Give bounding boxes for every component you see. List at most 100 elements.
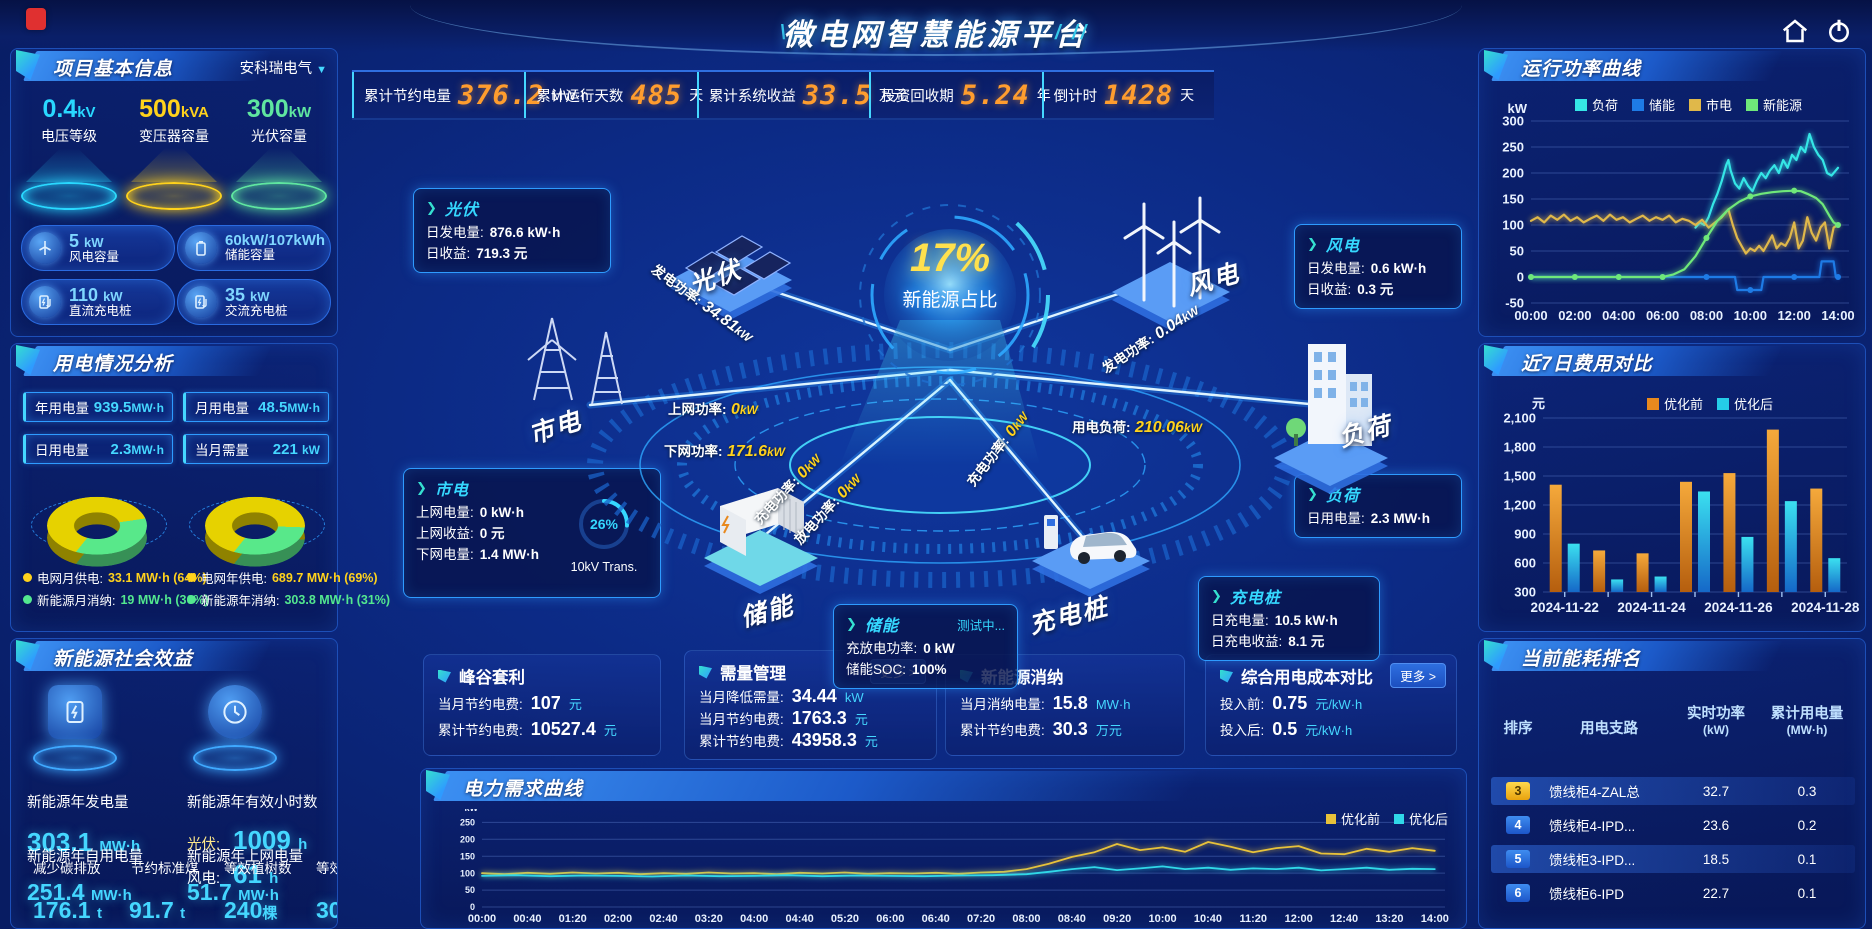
load-node-art xyxy=(1274,344,1388,494)
stat-month-consumption: 月用电量 48.5MW·h xyxy=(183,392,329,422)
panel-title: 用电情况分析 xyxy=(53,354,174,375)
svg-text:07:20: 07:20 xyxy=(967,913,995,925)
svg-text:06:00: 06:00 xyxy=(1646,308,1679,323)
panel-consumption: 用电情况分析 年用电量 939.5MW·h 月用电量 48.5MW·h 日用电量… xyxy=(10,343,390,632)
self-use-value: 251.4 MW·h xyxy=(27,879,132,905)
panel-title: 电力需求曲线 xyxy=(463,779,584,800)
svg-text:2,100: 2,100 xyxy=(1503,411,1536,426)
svg-text:元: 元 xyxy=(1532,396,1545,411)
page-title: 微电网智慧能源平台 xyxy=(783,19,1089,52)
kpi-value: 33.5 xyxy=(802,79,872,111)
gauge-label: 10kV Trans. xyxy=(570,560,638,574)
card-title: 峰谷套利 xyxy=(459,669,525,687)
svg-text:02:00: 02:00 xyxy=(604,913,632,925)
svg-text:200: 200 xyxy=(460,834,475,844)
legend-renewable-year: 新能源年消纳: 303.8 MW·h (31%) xyxy=(187,590,390,609)
kpi-unit: 天 xyxy=(689,87,704,103)
kpi-system-income: 累计系统收益 33.5 万元 xyxy=(696,72,907,118)
to-grid-label: 新能源年上网电量 xyxy=(187,849,303,865)
power-icon[interactable] xyxy=(1824,16,1854,46)
svg-text:2024-11-26: 2024-11-26 xyxy=(1704,600,1773,615)
rank-badge: 5 xyxy=(1506,850,1530,868)
panel-title: 运行功率曲线 xyxy=(1521,59,1642,80)
demand-chart: 0 50 100 150 200 250 kW 00:00 00:40 01:20 02:00 02:… xyxy=(460,809,1449,925)
coal-value: 91.7 t xyxy=(129,897,186,923)
charger-icon xyxy=(185,286,217,318)
more-button[interactable]: 更多 > xyxy=(1390,663,1446,688)
svg-text:300: 300 xyxy=(1514,585,1536,600)
stat-day-consumption: 日用电量 2.3MW·h xyxy=(23,434,173,464)
capsule-ac-charger: 35 kW 交流充电桩 xyxy=(177,279,331,325)
svg-text:12:00: 12:00 xyxy=(1285,913,1313,925)
svg-text:2024-11-22: 2024-11-22 xyxy=(1531,600,1599,615)
energy-flow-diagram xyxy=(527,195,1388,597)
kpi-unit: 天 xyxy=(1180,87,1195,103)
pv-energy-icon xyxy=(48,685,102,739)
svg-text:250: 250 xyxy=(1502,140,1524,155)
wind-info-box: ❯ 风电 日发电量: 0.6 kW·h 日收益: 0.3 元 xyxy=(1294,224,1462,309)
company-dropdown[interactable]: 安科瑞电气 ▼ xyxy=(240,57,327,78)
legend-item: 优化前 xyxy=(1325,809,1380,828)
self-use-label: 新能源年自用电量 xyxy=(27,849,143,865)
svg-text:50: 50 xyxy=(1510,244,1524,259)
svg-text:kW: kW xyxy=(1508,101,1528,116)
svg-text:06:00: 06:00 xyxy=(876,913,904,925)
svg-text:14:00: 14:00 xyxy=(1421,913,1449,925)
renewable-ratio: 17% 新能源占比 xyxy=(874,236,1026,312)
kpi-saved-energy: 累计节约电量 376.2 MW·h xyxy=(352,72,589,118)
coal-label: 节约标准煤 xyxy=(131,861,199,876)
svg-text:50: 50 xyxy=(465,885,475,895)
top-header xyxy=(0,0,1872,52)
donut-month-supply xyxy=(31,472,167,567)
pv-info-box: ❯ 光伏 日发电量: 876.6 kW·h 日收益: 719.3 元 xyxy=(413,188,611,273)
kpi-label: 累计系统收益 xyxy=(708,88,796,105)
gen-value: 303.1 MW·h xyxy=(27,827,141,857)
home-icon[interactable] xyxy=(1780,16,1810,46)
ranking-row[interactable]: 5 馈线柜3-IPD... 18.5 0.1 xyxy=(1491,845,1855,873)
svg-text:0: 0 xyxy=(1517,270,1524,285)
spot-pv-capacity: 300kW 光伏容量 xyxy=(229,95,329,210)
svg-text:0: 0 xyxy=(470,902,475,912)
kpi-run-days: 累计运行天数 485 天 xyxy=(524,72,703,118)
svg-text:1,200: 1,200 xyxy=(1503,498,1536,513)
wind-node-art xyxy=(1112,196,1230,330)
stat-year-consumption: 年用电量 939.5MW·h xyxy=(23,392,173,422)
title-right-decor: / // xyxy=(1055,22,1090,44)
ranking-row[interactable]: 3 馈线柜4-ZAL总 32.7 0.3 xyxy=(1491,777,1855,805)
legend-item: 储能 xyxy=(1632,95,1675,114)
kpi-countdown: 倒计时 1428 天 xyxy=(1041,72,1214,118)
svg-text:600: 600 xyxy=(1514,556,1536,571)
arrow-icon: ❯ xyxy=(1307,236,1318,251)
pv-hours-value: 1009 h xyxy=(233,825,308,855)
to-grid-value: 51.7 MW·h xyxy=(187,879,279,905)
svg-text:100: 100 xyxy=(460,868,475,878)
arrow-icon: ❯ xyxy=(1307,486,1318,501)
svg-text:kW: kW xyxy=(465,809,479,813)
stat-month-demand: 当月需量 221 kW xyxy=(183,434,329,464)
legend-item: 市电 xyxy=(1689,95,1732,114)
panel-title: 新能源社会效益 xyxy=(53,649,194,670)
kpi-value: 1428 xyxy=(1104,79,1174,111)
kpi-unit: 年 xyxy=(1036,87,1051,103)
co2-label: 减少碳排放 xyxy=(33,861,101,876)
svg-text:200: 200 xyxy=(1502,166,1524,181)
svg-text:00:00: 00:00 xyxy=(1514,308,1547,323)
svg-text:10:00: 10:00 xyxy=(1734,308,1767,323)
ranking-row[interactable]: 6 馈线柜6-IPD 22.7 0.1 xyxy=(1491,879,1855,907)
svg-text:14:00: 14:00 xyxy=(1821,308,1854,323)
power-chart: -50 0 50 100 150 200 250 300kW 00:00 02:00 04:00 06… xyxy=(1502,101,1854,323)
svg-text:1,800: 1,800 xyxy=(1503,440,1536,455)
rank-badge: 4 xyxy=(1506,816,1530,834)
capsule-dc-charger: 110 kW 直流充电桩 xyxy=(21,279,175,325)
rank-badge: 6 xyxy=(1506,884,1530,902)
ratio-label: 新能源占比 xyxy=(902,290,998,311)
card-icon xyxy=(699,665,712,679)
legend-item: 新能源 xyxy=(1746,95,1802,114)
svg-text:03:20: 03:20 xyxy=(695,913,723,925)
co2-value: 176.1 t xyxy=(33,897,102,923)
flow-grid-up: 上网功率: 0kW xyxy=(668,401,758,418)
ranking-row[interactable]: 4 馈线柜4-IPD... 23.6 0.2 xyxy=(1491,811,1855,839)
panel-cost-compare: 近7日费用对比 优化前 优化后 300 600 900 1,200 1,500 1,800 2… xyxy=(1478,343,1866,632)
ratio-value: 17% xyxy=(909,236,991,280)
